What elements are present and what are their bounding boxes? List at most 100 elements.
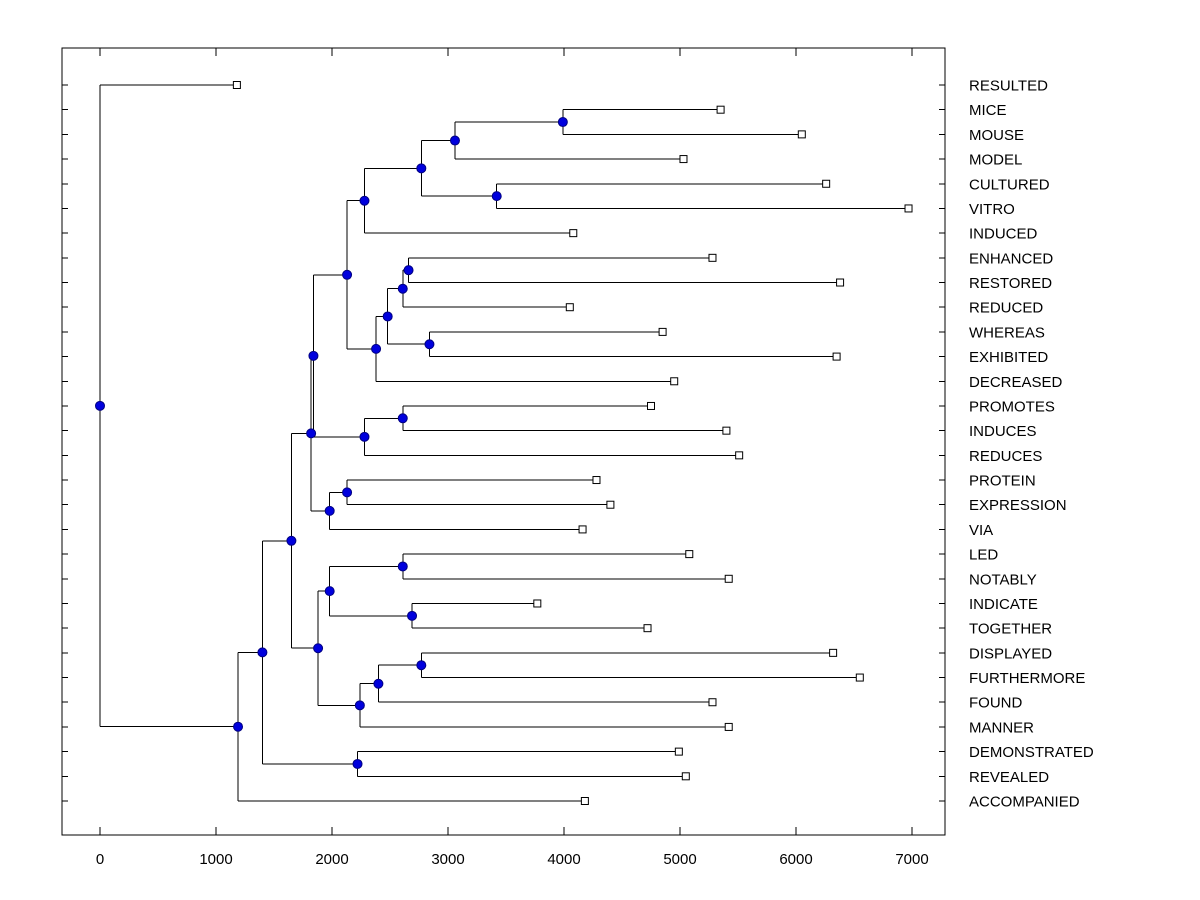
leaf-marker <box>674 747 683 756</box>
x-tick-label: 2000 <box>315 851 348 868</box>
leaf-label: MOUSE <box>969 127 1024 144</box>
leaf-marker <box>647 401 655 410</box>
internal-node-marker <box>403 265 414 276</box>
leaf-marker <box>670 377 679 386</box>
leaf-marker <box>533 599 542 608</box>
leaf-label: PROMOTES <box>969 398 1055 415</box>
leaf-label: EXHIBITED <box>969 349 1048 366</box>
leaf-label: MICE <box>969 102 1007 119</box>
internal-node-marker <box>342 269 353 280</box>
internal-node-marker <box>313 643 324 654</box>
leaf-marker <box>685 550 694 559</box>
leaf-label: DEMONSTRATED <box>969 744 1094 761</box>
leaf-marker <box>569 229 578 238</box>
leaf-label: RESTORED <box>969 275 1052 292</box>
internal-node-marker <box>257 647 268 658</box>
internal-node-marker <box>382 311 393 322</box>
leaf-label: WHEREAS <box>969 324 1045 341</box>
leaf-marker <box>708 698 717 707</box>
x-tick-label: 4000 <box>547 851 580 868</box>
leaf-label: INDUCED <box>969 226 1038 243</box>
leaf-marker <box>565 303 574 312</box>
leaf-marker <box>724 722 733 731</box>
leaf-marker <box>716 105 725 114</box>
leaf-marker <box>580 797 589 805</box>
leaf-marker <box>724 574 733 583</box>
leaf-label: NOTABLY <box>969 571 1037 588</box>
leaf-label: DECREASED <box>969 374 1063 391</box>
leaf-marker <box>797 130 806 139</box>
leaf-marker <box>232 81 241 89</box>
internal-node-marker <box>407 610 418 621</box>
leaf-marker <box>606 500 615 509</box>
internal-node-marker <box>397 413 408 424</box>
leaf-marker <box>658 327 667 336</box>
internal-node-marker <box>424 339 435 350</box>
internal-node-marker <box>449 135 460 146</box>
x-tick-label: 7000 <box>895 851 928 868</box>
leaf-marker <box>822 179 831 188</box>
leaf-marker <box>735 451 744 460</box>
plot-box <box>61 47 946 836</box>
internal-node-marker <box>342 487 353 498</box>
branch-lines <box>99 84 909 802</box>
leaf-marker <box>829 648 838 657</box>
leaf-label: VIA <box>969 522 993 539</box>
internal-node-marker <box>373 678 384 689</box>
internal-node-marker <box>306 428 317 439</box>
leaf-marker <box>855 673 864 682</box>
leaf-label: RESULTED <box>969 78 1048 95</box>
leaf-label: FURTHERMORE <box>969 670 1085 687</box>
internal-node-marker <box>359 431 370 442</box>
leaf-label: MODEL <box>969 152 1022 169</box>
x-tick-label: 6000 <box>779 851 812 868</box>
leaf-label: REVEALED <box>969 769 1049 786</box>
leaf-marker <box>722 426 731 435</box>
internal-node-marker <box>397 283 408 294</box>
leaf-marker <box>578 525 587 534</box>
leaf-marker <box>904 204 913 213</box>
leaf-marker <box>643 624 652 633</box>
internal-node-marker <box>359 195 370 206</box>
leaf-marker <box>681 772 690 781</box>
leaf-label: VITRO <box>969 201 1015 218</box>
node-markers <box>95 81 913 805</box>
internal-node-marker <box>233 721 244 732</box>
leaf-marker <box>679 155 688 164</box>
leaf-marker <box>592 476 601 485</box>
internal-node-marker <box>416 163 427 174</box>
internal-node-marker <box>557 117 568 128</box>
leaf-label: LED <box>969 547 998 564</box>
leaf-label: ENHANCED <box>969 250 1053 267</box>
leaf-label: DISPLAYED <box>969 645 1052 662</box>
internal-node-marker <box>397 561 408 572</box>
x-tick-label: 0 <box>96 851 104 868</box>
leaf-label: PROTEIN <box>969 473 1036 490</box>
internal-node-marker <box>95 400 105 411</box>
leaf-label: CULTURED <box>969 176 1050 193</box>
leaf-marker <box>832 352 841 361</box>
leaf-label: REDUCED <box>969 300 1043 317</box>
leaf-label: FOUND <box>969 695 1022 712</box>
axes <box>61 47 946 836</box>
leaf-marker <box>708 253 717 262</box>
internal-node-marker <box>371 343 382 354</box>
internal-node-marker <box>416 660 427 671</box>
leaf-label: TOGETHER <box>969 621 1052 638</box>
leaf-label: INDICATE <box>969 596 1038 613</box>
internal-node-marker <box>308 350 319 361</box>
internal-node-marker <box>354 700 365 711</box>
x-tick-label: 3000 <box>431 851 464 868</box>
internal-node-marker <box>324 586 335 597</box>
internal-node-marker <box>352 758 363 769</box>
internal-node-marker <box>491 191 502 202</box>
leaf-marker <box>836 278 845 287</box>
internal-node-marker <box>286 535 297 546</box>
leaf-label: MANNER <box>969 719 1034 736</box>
x-tick-label: 5000 <box>663 851 696 868</box>
labels: RESULTED MICE MOUSE MODEL CULTURED VITRO INDUC… <box>96 78 1094 869</box>
leaf-label: EXPRESSION <box>969 497 1067 514</box>
x-tick-label: 1000 <box>199 851 232 868</box>
